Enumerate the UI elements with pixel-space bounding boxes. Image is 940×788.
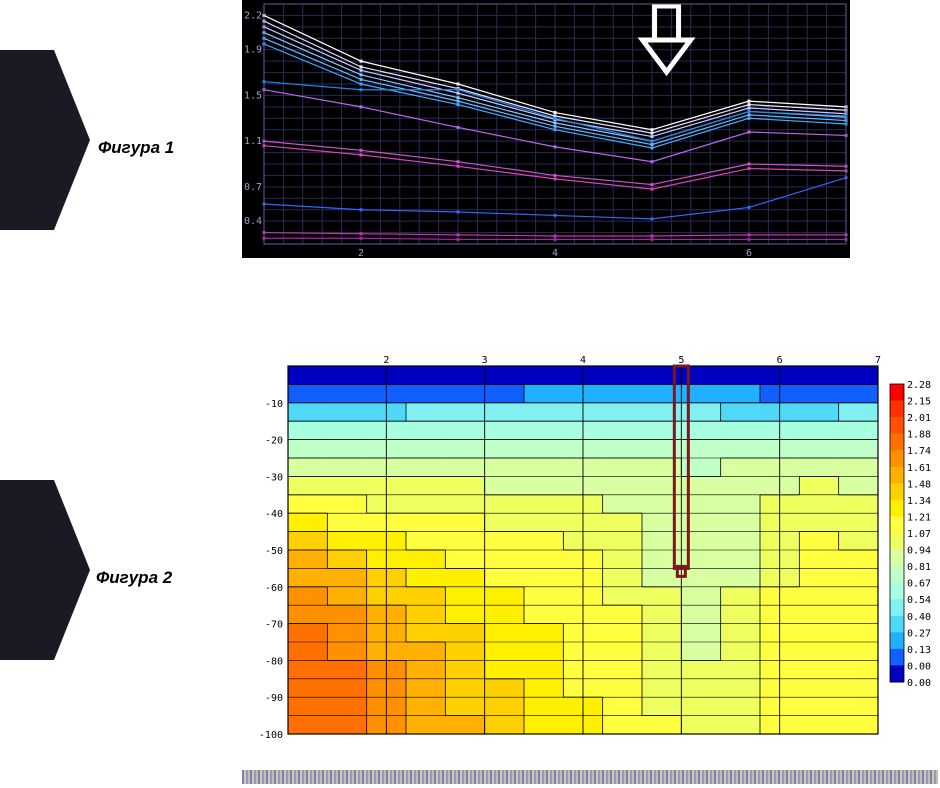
svg-text:4: 4 (552, 248, 558, 258)
line-chart-fig1: 0.4 0.7 1.1 1.5 1.9 2.2 2 4 6 (242, 0, 850, 258)
svg-text:5: 5 (678, 355, 684, 366)
pentagon-fig2 (0, 480, 90, 660)
svg-text:-90: -90 (265, 693, 283, 704)
svg-text:1.5: 1.5 (244, 90, 262, 101)
svg-text:0.94: 0.94 (907, 546, 931, 557)
svg-text:1.07: 1.07 (907, 529, 931, 540)
svg-text:-70: -70 (265, 620, 283, 631)
svg-text:0.7: 0.7 (244, 182, 262, 193)
svg-text:3: 3 (482, 355, 488, 366)
svg-text:2: 2 (358, 248, 364, 258)
svg-text:2.01: 2.01 (907, 413, 931, 424)
svg-text:0.40: 0.40 (907, 612, 931, 623)
svg-text:-20: -20 (265, 436, 283, 447)
svg-text:-100: -100 (259, 730, 283, 740)
svg-text:1.48: 1.48 (907, 479, 931, 490)
figure1-label: Фигура 1 (98, 138, 174, 158)
svg-text:1.74: 1.74 (907, 446, 931, 457)
svg-text:1.1: 1.1 (244, 136, 262, 147)
svg-text:0.27: 0.27 (907, 628, 931, 639)
svg-text:0.13: 0.13 (907, 645, 931, 656)
svg-text:1.61: 1.61 (907, 463, 931, 474)
svg-text:2.2: 2.2 (244, 10, 262, 21)
svg-text:1.9: 1.9 (244, 45, 262, 56)
svg-text:6: 6 (777, 355, 783, 366)
svg-text:2.15: 2.15 (907, 397, 931, 408)
svg-text:1.21: 1.21 (907, 512, 931, 523)
svg-text:-10: -10 (265, 399, 283, 410)
svg-text:-80: -80 (265, 656, 283, 667)
svg-text:0.67: 0.67 (907, 579, 931, 590)
svg-text:0.54: 0.54 (907, 595, 931, 606)
svg-text:1.34: 1.34 (907, 496, 931, 507)
pentagon-fig1 (0, 50, 90, 230)
svg-text:1.88: 1.88 (907, 430, 931, 441)
heatmap-fig2: 2 3 4 5 6 7 -10 -20 -30 -40 -50 -60 -70 -80 -90 -100 2.… (242, 352, 938, 740)
svg-text:-30: -30 (265, 472, 283, 483)
figure2-label: Фигура 2 (96, 568, 172, 588)
svg-text:6: 6 (746, 248, 752, 258)
svg-text:-50: -50 (265, 546, 283, 557)
svg-text:-60: -60 (265, 583, 283, 594)
svg-text:4: 4 (580, 355, 586, 366)
svg-text:-40: -40 (265, 509, 283, 520)
svg-text:0.81: 0.81 (907, 562, 931, 573)
noise-strip (242, 770, 938, 784)
svg-text:2.28: 2.28 (907, 380, 931, 391)
svg-text:0.00: 0.00 (907, 678, 931, 689)
svg-text:0.4: 0.4 (244, 216, 262, 227)
svg-text:7: 7 (875, 355, 881, 366)
svg-text:2: 2 (383, 355, 389, 366)
svg-text:0.00: 0.00 (907, 661, 931, 672)
